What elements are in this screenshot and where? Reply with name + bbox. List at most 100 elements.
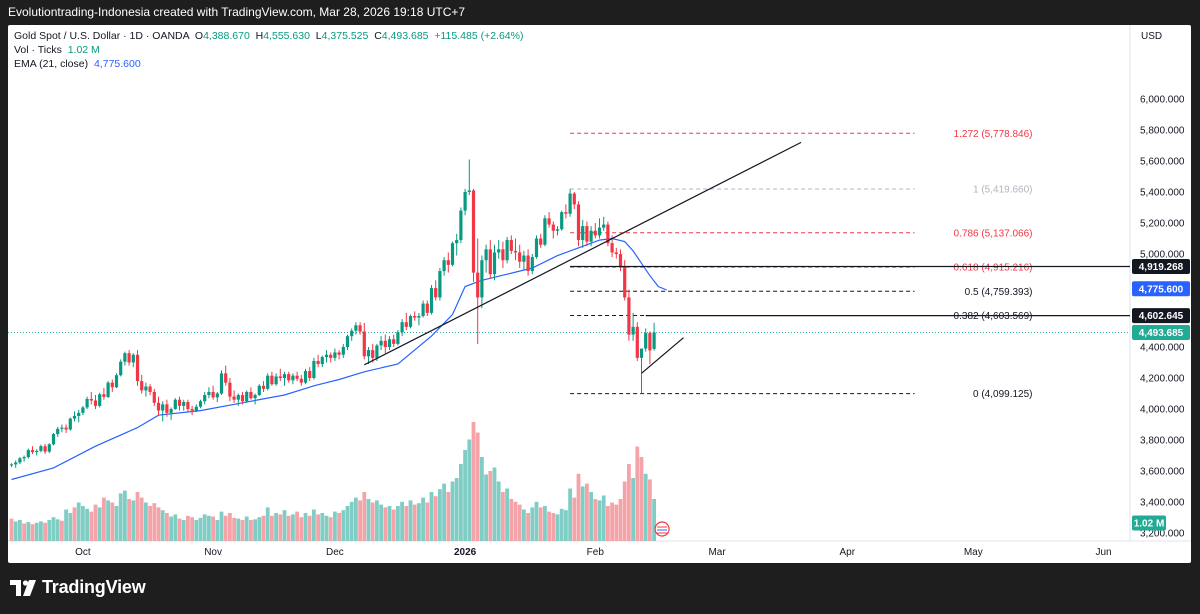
volume-bar bbox=[219, 511, 224, 541]
volume-bar bbox=[362, 492, 367, 541]
x-tick-label: Jun bbox=[1095, 547, 1111, 558]
volume-bar bbox=[547, 511, 551, 541]
volume-bar bbox=[211, 516, 215, 541]
volume-label[interactable]: Vol · Ticks bbox=[14, 44, 62, 56]
low-value: 4,375.525 bbox=[321, 30, 369, 42]
volume-bar bbox=[517, 504, 522, 541]
candle-body bbox=[236, 395, 240, 400]
x-tick-label: Mar bbox=[708, 547, 726, 558]
price-tag-label: 4,775.600 bbox=[1139, 284, 1184, 295]
volume-bar bbox=[118, 493, 123, 541]
fib-level-label: 0.786 (5,137.066) bbox=[954, 228, 1033, 239]
candle-body bbox=[413, 316, 417, 318]
tradingview-brand: TradingView bbox=[42, 577, 146, 597]
volume-bar bbox=[55, 519, 60, 541]
price-tag bbox=[1132, 281, 1190, 297]
volume-bar bbox=[64, 509, 68, 541]
volume-bar bbox=[387, 506, 392, 541]
candle-body bbox=[471, 190, 476, 273]
price-chart[interactable]: 1.272 (5,778.846) 1 (5,419.660) 0.786 (5,1… bbox=[8, 25, 1191, 563]
candle-body bbox=[358, 325, 362, 332]
volume-bar bbox=[148, 506, 152, 541]
volume-bar bbox=[18, 520, 22, 541]
volume-bar bbox=[186, 515, 190, 541]
volume-bar bbox=[568, 488, 572, 541]
candle-body bbox=[429, 288, 434, 313]
volume-bar bbox=[484, 474, 488, 541]
candle-body bbox=[228, 382, 232, 397]
candle-body bbox=[194, 406, 198, 411]
candle-body bbox=[131, 354, 135, 363]
volume-bar bbox=[375, 500, 379, 541]
volume-bar bbox=[97, 507, 102, 541]
volume-bar bbox=[286, 515, 291, 541]
candle-body bbox=[585, 226, 589, 242]
drawings bbox=[364, 141, 1130, 374]
tradingview-logo[interactable]: TradingView bbox=[10, 577, 146, 598]
candle-body bbox=[182, 402, 186, 406]
volume-bar bbox=[240, 520, 245, 541]
candle-body bbox=[539, 238, 543, 245]
candle-body bbox=[282, 374, 287, 378]
candle-body bbox=[245, 391, 249, 402]
volume-bar bbox=[450, 481, 455, 541]
header-text: Evolutiontrading-Indonesia created with … bbox=[8, 5, 466, 19]
candle-body bbox=[77, 412, 81, 416]
volume-bar bbox=[358, 500, 362, 541]
volume-bar bbox=[316, 514, 320, 541]
candle-body bbox=[127, 353, 131, 363]
volume-bar bbox=[85, 508, 89, 541]
candle-body bbox=[518, 252, 522, 262]
y-tick-label: 5,200.000 bbox=[1140, 219, 1185, 230]
volume-bar bbox=[425, 502, 430, 541]
candle-body bbox=[232, 396, 236, 400]
volume-bar bbox=[408, 500, 413, 541]
volume-bar bbox=[72, 507, 77, 541]
candle-body bbox=[648, 333, 652, 351]
volume-bar bbox=[169, 516, 173, 541]
fibonacci-retracement: 1.272 (5,778.846) 1 (5,419.660) 0.786 (5,1… bbox=[570, 129, 1033, 400]
symbol-name[interactable]: Gold Spot / U.S. Dollar · 1D · OANDA bbox=[14, 30, 190, 42]
fib-level-label: 1 (5,419.660) bbox=[973, 184, 1033, 195]
candle-body bbox=[186, 402, 190, 409]
candle-body bbox=[165, 404, 169, 413]
volume-bar bbox=[223, 515, 228, 541]
chart-panel[interactable]: 1.272 (5,778.846) 1 (5,419.660) 0.786 (5,1… bbox=[8, 25, 1191, 563]
candle-body bbox=[551, 224, 555, 231]
volume-bar bbox=[165, 513, 169, 541]
chart-header: Evolutiontrading-Indonesia created with … bbox=[0, 0, 1200, 25]
volume-bar bbox=[22, 523, 26, 541]
volume-bar bbox=[627, 464, 631, 541]
candle-body bbox=[392, 339, 396, 344]
y-tick-label: 5,400.000 bbox=[1140, 188, 1185, 199]
fib-level-label: 0 (4,099.125) bbox=[973, 389, 1033, 400]
volume-bar bbox=[379, 504, 383, 541]
volume-bar bbox=[391, 509, 396, 541]
volume-bar bbox=[580, 486, 585, 541]
volume-bar bbox=[467, 439, 472, 541]
volume-bar bbox=[433, 496, 438, 541]
candle-body bbox=[606, 224, 610, 244]
volume-bar bbox=[421, 497, 425, 541]
candle-body bbox=[526, 255, 530, 272]
ema-label[interactable]: EMA (21, close) bbox=[14, 58, 89, 70]
price-tag bbox=[1132, 324, 1190, 340]
candle-body bbox=[110, 382, 114, 388]
candle-body bbox=[564, 212, 568, 214]
volume-bar bbox=[270, 515, 274, 541]
volume-bar bbox=[127, 499, 131, 541]
candle-body bbox=[207, 391, 211, 396]
candle-body bbox=[379, 340, 383, 346]
y-tick-label: 5,600.000 bbox=[1140, 157, 1185, 168]
candle-body bbox=[333, 352, 337, 358]
x-tick-label: May bbox=[964, 547, 983, 558]
candle-body bbox=[295, 375, 299, 379]
candle-body bbox=[329, 354, 333, 358]
candle-body bbox=[51, 434, 56, 445]
volume-bar bbox=[51, 517, 56, 541]
volume-bar bbox=[606, 506, 610, 541]
candle-body bbox=[123, 353, 127, 362]
candle-body bbox=[417, 316, 421, 318]
candle-body bbox=[568, 193, 572, 214]
candle-body bbox=[501, 249, 505, 261]
